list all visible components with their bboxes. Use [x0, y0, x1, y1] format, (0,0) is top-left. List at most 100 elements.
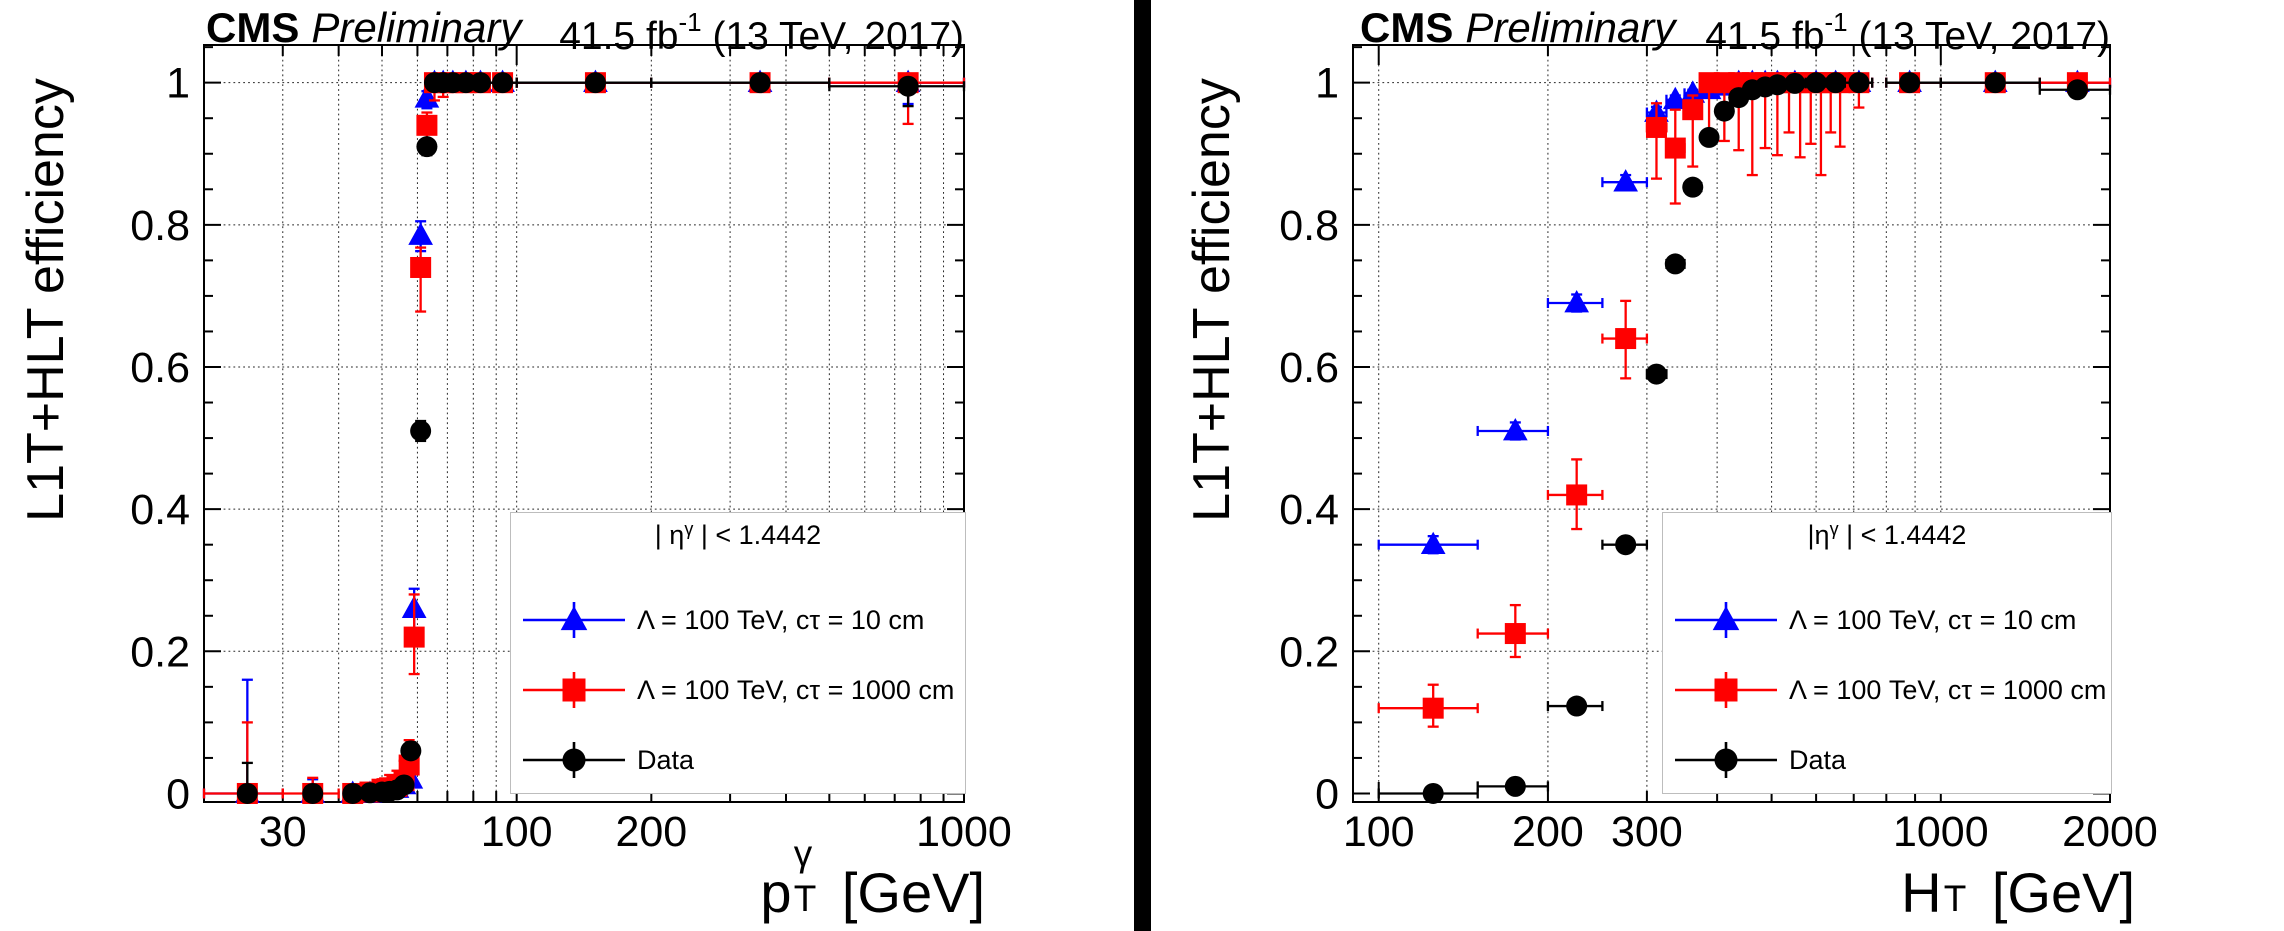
- data-point-circle: [416, 136, 438, 158]
- legend-eta-cut: |ηγ | < 1.4442: [1807, 519, 1967, 550]
- data-point-circle: [1504, 775, 1526, 797]
- data-point-square: [1422, 697, 1444, 719]
- axes-frame: [203, 44, 965, 803]
- data-point-circle: [1698, 126, 1720, 148]
- data-point-square: [416, 114, 438, 136]
- data-point-triangle: [414, 85, 440, 108]
- data-point-circle: [584, 72, 606, 94]
- x-tick-label: 300: [1611, 808, 1683, 856]
- circle-marker-icon: [562, 748, 586, 772]
- y-tick-label: 0.8: [1279, 202, 1339, 250]
- preliminary-label: Preliminary: [1465, 4, 1676, 51]
- cms-label: CMS: [206, 4, 300, 51]
- cms-label: CMS: [1360, 4, 1454, 51]
- x-tick-label: 100: [1343, 808, 1415, 856]
- series-circle: [236, 72, 966, 804]
- triangle-marker-icon: [1675, 602, 1777, 638]
- left-legend: | ηγ | < 1.4442 Λ = 100 TeV, cτ = 10 cm …: [510, 512, 966, 794]
- y-tick-label: 0.2: [1279, 628, 1339, 676]
- right-header: CMS Preliminary: [1360, 4, 1675, 52]
- data-point-circle: [1422, 782, 1444, 804]
- data-point-square: [1504, 623, 1526, 645]
- legend-entry-data: Data: [1663, 738, 2111, 782]
- data-point-triangle: [408, 222, 433, 245]
- y-tick-label: 1: [166, 60, 190, 108]
- data-point-triangle: [1420, 531, 1446, 555]
- data-point-triangle: [1502, 417, 1528, 441]
- y-tick-label: 0.8: [130, 202, 190, 250]
- data-point-circle: [492, 72, 514, 94]
- legend-entry-ctau1000: Λ = 100 TeV, cτ = 1000 cm: [1663, 668, 2111, 712]
- left-header: CMS Preliminary: [206, 4, 521, 52]
- data-point-circle: [469, 72, 491, 94]
- x-tick-label: 30: [259, 808, 307, 856]
- right-lumi-label: 41.5 fb-1 (13 TeV, 2017): [1705, 7, 2110, 58]
- legend-entry-ctau1000: Λ = 100 TeV, cτ = 1000 cm: [511, 668, 965, 712]
- data-point-triangle: [1564, 290, 1590, 313]
- legend-entry-ctau10: Λ = 100 TeV, cτ = 10 cm: [511, 598, 965, 642]
- data-point-circle: [749, 72, 771, 94]
- x-tick-label: 1000: [1893, 808, 1989, 856]
- square-marker-icon: [1714, 678, 1738, 702]
- data-point-circle: [393, 774, 415, 796]
- data-point-square: [1615, 328, 1637, 350]
- right-legend: |ηγ | < 1.4442 Λ = 100 TeV, cτ = 10 cm Λ…: [1662, 512, 2112, 794]
- left-y-axis-title: L1T+HLT efficiency: [17, 78, 75, 522]
- data-point-circle: [1899, 72, 1921, 94]
- legend-entry-data: Data: [511, 738, 965, 782]
- data-point-circle: [410, 420, 432, 442]
- x-tick-label: 1000: [916, 808, 1012, 856]
- legend-eta-cut: | ηγ | < 1.4442: [654, 519, 822, 550]
- y-tick-label: 0.6: [130, 344, 190, 392]
- plot-frame-1: 100 200 300 1000 2000 0 0.2 0.4 0.6 0.8 1: [1279, 44, 2158, 856]
- circle-marker-icon: [1714, 748, 1738, 772]
- data-point-square: [1664, 137, 1686, 159]
- data-point-circle: [1984, 72, 2006, 94]
- data-point-circle: [1645, 363, 1667, 385]
- plot-frame-0: 30 100 200 1000 0 0.2 0.4 0.6 0.8 1: [130, 44, 1012, 856]
- data-point-circle: [1848, 72, 1870, 94]
- triangle-marker-icon: [1712, 606, 1740, 631]
- triangle-marker-icon: [560, 606, 588, 631]
- data-point-circle: [1784, 72, 1806, 94]
- left-lumi-label: 41.5 fb-1 (13 TeV, 2017): [559, 7, 964, 58]
- data-point-circle: [400, 740, 422, 762]
- data-point-circle: [1682, 176, 1704, 198]
- data-point-circle: [236, 782, 258, 804]
- series-triangle: [1377, 69, 2112, 555]
- panel-divider: [1134, 0, 1151, 931]
- y-tick-label: 1: [1315, 60, 1339, 108]
- square-marker-icon: [1675, 672, 1777, 708]
- y-tick-label: 0.4: [130, 486, 190, 534]
- y-tick-label: 0.4: [1279, 486, 1339, 534]
- square-marker-icon: [562, 678, 586, 702]
- data-point-circle: [1566, 695, 1588, 717]
- data-point-square: [410, 256, 432, 278]
- data-point-circle: [1713, 100, 1735, 122]
- x-tick-label: 200: [1512, 808, 1584, 856]
- data-point-circle: [897, 75, 919, 97]
- data-point-triangle: [1613, 169, 1639, 192]
- data-point-square: [1645, 116, 1667, 138]
- data-point-triangle: [1662, 86, 1688, 110]
- tick-labels: 100 200 300 1000 2000 0 0.2 0.4 0.6 0.8 1: [1279, 60, 2158, 856]
- right-y-axis-title: L1T+HLT efficiency: [1183, 78, 1241, 522]
- data-point-circle: [1825, 72, 1847, 94]
- y-tick-label: 0: [166, 770, 190, 818]
- tick-labels: 30 100 200 1000 0 0.2 0.4 0.6 0.8 1: [130, 60, 1012, 856]
- axes-frame: [1352, 44, 2111, 803]
- data-point-square: [403, 626, 425, 648]
- y-tick-label: 0.6: [1279, 344, 1339, 392]
- square-marker-icon: [523, 672, 625, 708]
- y-tick-label: 0.2: [130, 628, 190, 676]
- data-point-circle: [1664, 253, 1686, 275]
- data-point-circle: [1805, 72, 1827, 94]
- triangle-marker-icon: [523, 602, 625, 638]
- data-point-circle: [2066, 79, 2088, 101]
- x-tick-label: 100: [481, 808, 553, 856]
- data-point-circle: [455, 72, 477, 94]
- data-point-circle: [342, 782, 364, 804]
